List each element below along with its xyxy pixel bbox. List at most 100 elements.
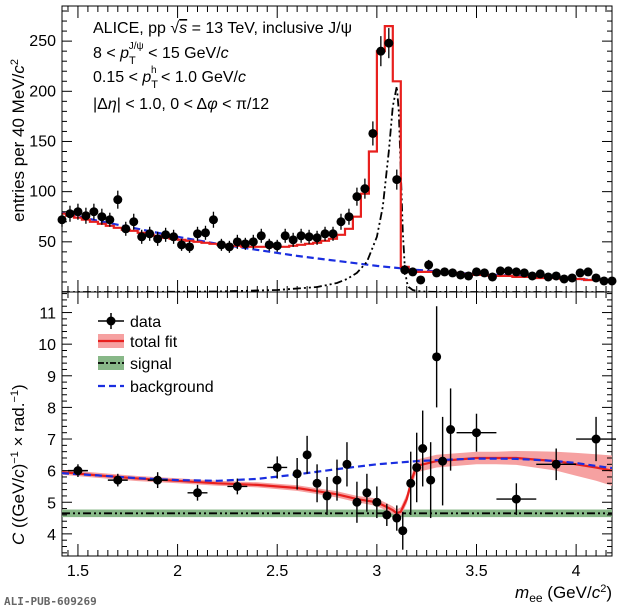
bottom-x-tick-label: 2.5 <box>266 563 288 580</box>
bottom-data-point <box>406 451 416 515</box>
bottom-panel: 4 5 6 7 8 9 10 11 1.5 2 2.5 3 3.5 4 C ((GeV/c)−1 × r… <box>9 291 616 605</box>
top-data-marker <box>312 233 322 243</box>
legend: data total fit signal background <box>98 313 214 396</box>
top-data-marker <box>73 207 83 217</box>
legend-label-data: data <box>130 314 161 331</box>
bottom-data-marker <box>551 459 561 469</box>
top-data-marker <box>432 268 442 278</box>
top-data-marker <box>591 273 601 283</box>
top-data-point <box>256 228 266 243</box>
bottom-y-tick-label: 7 <box>47 432 56 449</box>
bottom-data-marker <box>406 478 416 488</box>
top-data-point <box>360 178 370 199</box>
bottom-data-point <box>332 459 342 501</box>
top-data-marker <box>256 231 266 241</box>
bottom-y-tick-label: 4 <box>47 527 56 544</box>
bottom-data-point <box>362 473 372 512</box>
top-data-point <box>248 234 258 249</box>
bottom-data-point <box>227 478 248 495</box>
top-data-marker <box>607 276 617 286</box>
top-y-tick-label: 50 <box>38 234 56 251</box>
top-data-marker <box>471 267 481 277</box>
top-data-marker <box>495 266 505 276</box>
bottom-data-point <box>382 503 392 526</box>
legend-entry-data: data <box>98 313 161 331</box>
top-data-marker <box>519 268 529 278</box>
top-data-point <box>535 269 545 279</box>
bottom-data-point <box>456 413 497 452</box>
legend-entry-total-fit: total fit <box>98 334 178 351</box>
top-data-marker <box>248 237 258 247</box>
bottom-data-point <box>432 306 442 408</box>
top-data-point <box>456 270 466 280</box>
top-data-point <box>200 225 210 240</box>
top-data-marker <box>352 192 362 202</box>
top-data-point <box>105 212 115 227</box>
top-data-point <box>567 273 577 283</box>
top-data-marker <box>232 237 242 247</box>
top-data-point <box>479 268 489 278</box>
top-data-point <box>559 274 569 284</box>
bottom-data-point <box>392 505 402 531</box>
top-data-point <box>240 237 250 250</box>
top-data-marker <box>559 274 569 284</box>
top-data-point <box>352 187 362 206</box>
top-data-marker <box>400 265 410 275</box>
bottom-data-marker <box>382 510 392 520</box>
bottom-y-axis-title: C ((GeV/c)−1 × rad.−1) <box>9 384 28 545</box>
bottom-data-marker <box>446 425 456 435</box>
top-data-marker <box>185 242 195 252</box>
bottom-data-marker <box>392 513 402 523</box>
bottom-data-marker <box>511 494 521 504</box>
bottom-data-marker <box>438 456 448 466</box>
top-data-point <box>272 239 282 252</box>
top-y-tick-label: 150 <box>29 133 56 150</box>
bottom-data-point <box>292 457 302 490</box>
bottom-data-point <box>536 448 577 481</box>
top-data-point <box>384 28 394 59</box>
bottom-y-tick-label: 9 <box>47 369 56 386</box>
bottom-data-point <box>496 483 537 515</box>
top-data-marker <box>567 273 577 283</box>
top-data-marker <box>448 268 458 278</box>
top-data-point <box>328 226 338 241</box>
annotation-experiment: ALICE, pp √s = 13 TeV, inclusive J/ψ <box>93 20 352 37</box>
publication-id: ALI-PUB-609269 <box>4 595 97 608</box>
bottom-x-tick-label: 4 <box>572 563 581 580</box>
bottom-data-marker <box>322 491 332 501</box>
bottom-data-marker <box>113 475 123 485</box>
bottom-data-point <box>438 416 448 506</box>
top-y-axis-title: entries per 40 MeV/c2 <box>9 59 28 222</box>
top-data-point <box>121 221 131 236</box>
top-data-point <box>487 272 497 282</box>
bottom-x-tick-label: 2 <box>173 563 182 580</box>
top-data-marker <box>177 240 187 250</box>
top-data-marker <box>344 212 354 222</box>
top-data-marker <box>89 207 99 217</box>
top-data-point <box>464 271 474 281</box>
top-fit-layers <box>62 25 612 292</box>
top-data-marker <box>487 272 497 282</box>
annotation-jpsi-pt: 8 < pTJ/ψ < 15 GeV/c <box>93 41 229 67</box>
top-x-axis-ticks <box>67 6 607 292</box>
top-data-marker <box>368 128 378 138</box>
top-data-point <box>312 230 322 245</box>
top-data-marker <box>296 231 306 241</box>
bottom-data-marker <box>412 462 422 472</box>
top-data-marker <box>424 260 434 270</box>
bottom-data-point <box>107 473 128 487</box>
top-data-marker <box>129 217 139 227</box>
top-data-point <box>113 190 123 209</box>
top-data-point <box>145 226 155 241</box>
top-data-marker <box>145 229 155 239</box>
top-data-marker <box>503 266 513 276</box>
top-data-marker <box>193 229 203 239</box>
bottom-data-point <box>412 432 422 503</box>
top-data-point <box>408 267 418 277</box>
top-data-points <box>57 28 617 286</box>
top-data-marker <box>535 269 545 279</box>
top-data-marker <box>599 276 609 286</box>
top-data-marker <box>575 268 585 278</box>
top-data-point <box>169 229 179 244</box>
bottom-data-marker <box>292 469 302 479</box>
